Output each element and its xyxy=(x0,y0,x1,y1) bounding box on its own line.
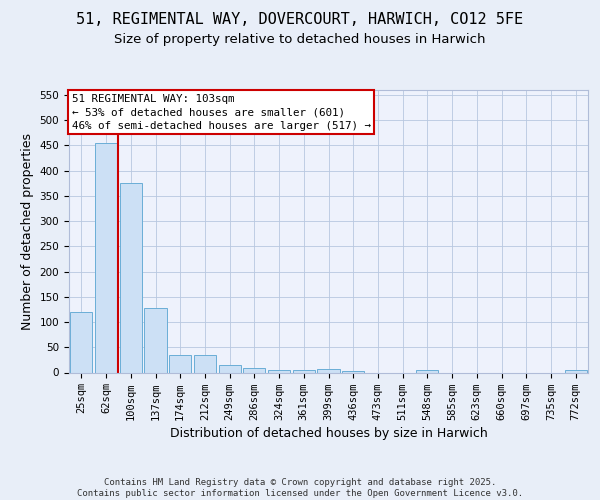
Bar xyxy=(293,370,315,372)
Text: 51 REGIMENTAL WAY: 103sqm
← 53% of detached houses are smaller (601)
46% of semi: 51 REGIMENTAL WAY: 103sqm ← 53% of detac… xyxy=(71,94,371,130)
X-axis label: Distribution of detached houses by size in Harwich: Distribution of detached houses by size … xyxy=(170,426,487,440)
Bar xyxy=(218,366,241,372)
Text: 51, REGIMENTAL WAY, DOVERCOURT, HARWICH, CO12 5FE: 51, REGIMENTAL WAY, DOVERCOURT, HARWICH,… xyxy=(76,12,524,28)
Bar xyxy=(70,312,92,372)
Bar xyxy=(416,370,439,372)
Bar xyxy=(95,143,117,372)
Bar xyxy=(317,369,340,372)
Text: Size of property relative to detached houses in Harwich: Size of property relative to detached ho… xyxy=(114,32,486,46)
Bar xyxy=(169,355,191,372)
Bar xyxy=(565,370,587,372)
Y-axis label: Number of detached properties: Number of detached properties xyxy=(21,132,34,330)
Bar xyxy=(119,184,142,372)
Bar xyxy=(243,368,265,372)
Bar xyxy=(268,370,290,372)
Bar xyxy=(145,308,167,372)
Text: Contains HM Land Registry data © Crown copyright and database right 2025.
Contai: Contains HM Land Registry data © Crown c… xyxy=(77,478,523,498)
Bar xyxy=(194,355,216,372)
